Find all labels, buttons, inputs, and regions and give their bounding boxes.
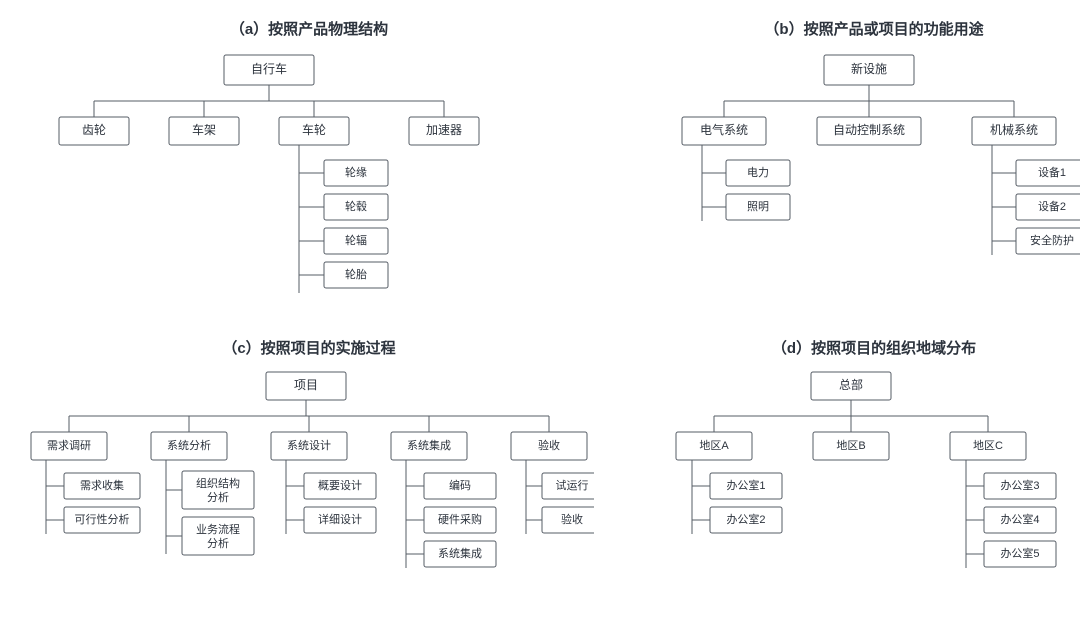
c-l1-1: 系统分析	[167, 438, 211, 452]
b-l1-2: 机械系统	[990, 122, 1038, 137]
panel-a: （a）按照产品物理结构 自行车 齿轮 车架 车轮 加速器	[24, 18, 594, 309]
c-l1-2: 系统设计	[287, 439, 331, 452]
c-l1-3: 系统集成	[407, 438, 451, 452]
d-c-2: 办公室5	[1000, 546, 1039, 560]
c-root: 项目	[294, 378, 318, 392]
c-ana-1a: 业务流程	[196, 522, 240, 536]
b-root: 新设施	[851, 61, 887, 76]
d-c-0: 办公室3	[1000, 478, 1039, 492]
c-req-1: 可行性分析	[75, 512, 130, 526]
panel-c: （c）按照项目的实施过程 项目 需求调研 系统分析 系统设计 系统集成 验收	[24, 337, 594, 613]
d-l1-1: 地区B	[836, 439, 865, 452]
b-elec-0: 电力	[747, 166, 769, 179]
c-l1-4: 验收	[538, 438, 560, 452]
a-l1-1: 车架	[192, 122, 216, 137]
panel-c-title: （c）按照项目的实施过程	[24, 337, 594, 358]
diagram-c: 项目 需求调研 系统分析 系统设计 系统集成 验收 需求收集	[24, 368, 594, 613]
a-l1-2: 车轮	[302, 122, 326, 137]
a-wheel-3: 轮胎	[345, 267, 367, 281]
panel-b-title: （b）按照产品或项目的功能用途	[634, 18, 1080, 39]
c-l1-0: 需求调研	[47, 439, 91, 452]
b-mech-2: 安全防护	[1030, 233, 1074, 247]
c-acc-0: 试运行	[556, 479, 589, 492]
panel-d-title: （d）按照项目的组织地域分布	[634, 337, 1080, 358]
b-elec-1: 照明	[747, 200, 769, 213]
d-a-1: 办公室2	[726, 512, 765, 526]
d-l1-0: 地区A	[699, 439, 729, 452]
d-a-0: 办公室1	[726, 478, 765, 492]
c-ana-0a: 组织结构	[196, 476, 240, 490]
a-l1-3: 加速器	[426, 123, 462, 137]
a-wheel-2: 轮辐	[345, 233, 367, 247]
c-acc-1: 验收	[561, 512, 583, 526]
panel-d: （d）按照项目的组织地域分布 总部 地区A 地区B 地区C 办公室1 办公室2	[634, 337, 1080, 613]
panel-a-title: （a）按照产品物理结构	[24, 18, 594, 39]
d-root: 总部	[839, 377, 863, 392]
d-l1-2: 地区C	[973, 439, 1003, 452]
a-root: 自行车	[251, 61, 287, 76]
a-wheel-1: 轮毂	[345, 199, 367, 213]
c-req-0: 需求收集	[80, 478, 124, 492]
a-l1-0: 齿轮	[82, 123, 106, 137]
diagram-b: 新设施 电气系统 自动控制系统 机械系统 电力 照明	[634, 49, 1080, 309]
c-ana-0b: 分析	[207, 490, 229, 504]
diagram-a: 自行车 齿轮 车架 车轮 加速器 轮缘	[24, 49, 504, 309]
c-int-1: 硬件采购	[438, 512, 482, 526]
a-wheel-0: 轮缘	[345, 165, 367, 179]
d-c-1: 办公室4	[1000, 512, 1039, 526]
b-l1-1: 自动控制系统	[833, 123, 905, 137]
panel-b: （b）按照产品或项目的功能用途 新设施 电气系统 自动控制系统 机械系统 电力 …	[634, 18, 1080, 309]
c-des-1: 详细设计	[318, 512, 362, 526]
c-int-0: 编码	[449, 478, 471, 492]
c-int-2: 系统集成	[438, 546, 482, 560]
c-des-0: 概要设计	[318, 479, 362, 492]
diagram-d: 总部 地区A 地区B 地区C 办公室1 办公室2	[634, 368, 1074, 613]
b-mech-0: 设备1	[1038, 165, 1066, 179]
b-mech-1: 设备2	[1038, 199, 1066, 213]
c-ana-1b: 分析	[207, 536, 229, 550]
b-l1-0: 电气系统	[700, 122, 748, 137]
